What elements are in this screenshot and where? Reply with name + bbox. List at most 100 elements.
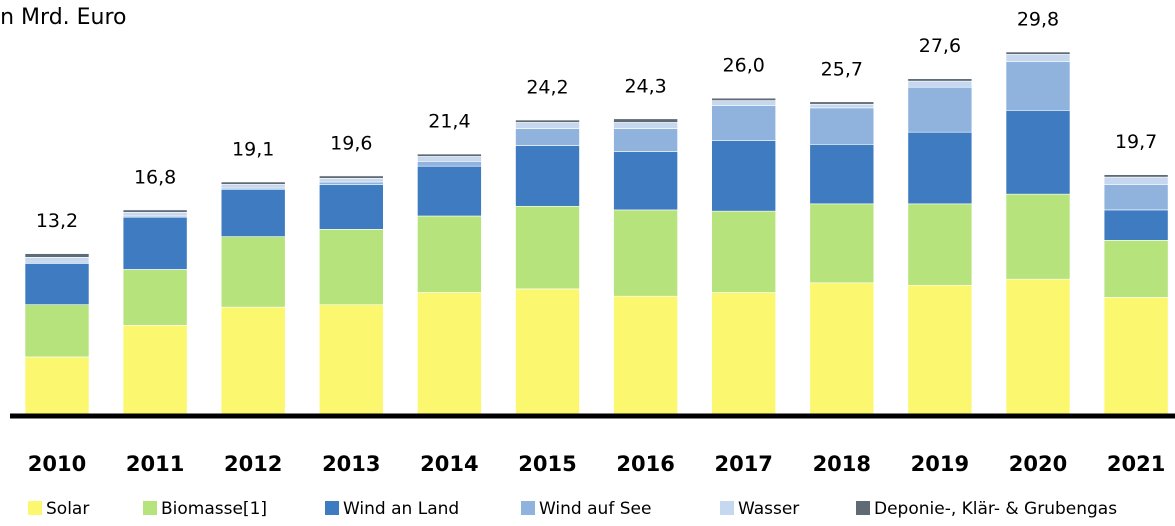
legend-swatch xyxy=(856,501,870,515)
bar-segment xyxy=(417,215,482,293)
total-label: 19,7 xyxy=(1115,131,1157,153)
bar-segment xyxy=(1103,184,1169,211)
total-label: 24,2 xyxy=(526,77,568,99)
bar-segment xyxy=(318,304,384,415)
bar-segment xyxy=(907,78,973,82)
bar-segment xyxy=(711,97,777,101)
bars: 13,2 2010 16,8 2011 19,1 2012 19,6 2013 21,4 2014… xyxy=(24,9,1169,476)
bar-segment xyxy=(220,181,286,185)
bar-segment xyxy=(907,284,973,415)
bar-segment xyxy=(24,256,90,263)
x-tick-label: 2012 xyxy=(224,452,282,476)
bar-segment xyxy=(515,205,580,290)
total-label: 16,8 xyxy=(134,166,176,188)
bar-segment xyxy=(1005,51,1071,55)
x-tick-label: 2013 xyxy=(322,452,380,476)
bar-segment xyxy=(220,306,286,415)
bar-segment xyxy=(417,165,482,217)
legend: Solar Biomasse[1] Wind an Land Wind auf See… xyxy=(28,499,1117,519)
legend-label: Wind auf See xyxy=(539,499,651,519)
bar-segment xyxy=(711,140,777,212)
x-tick-label: 2016 xyxy=(616,452,674,476)
bar-segment xyxy=(1005,278,1071,415)
x-tick-label: 2017 xyxy=(714,452,772,476)
bar-segment xyxy=(613,128,678,152)
bar-segment xyxy=(122,269,188,326)
bar-segment xyxy=(24,263,90,305)
bar-segment xyxy=(318,175,384,179)
total-label: 13,2 xyxy=(36,210,78,232)
bar-segment xyxy=(515,288,580,415)
bar-segment xyxy=(809,203,875,284)
legend-swatch xyxy=(325,501,339,515)
bar-segment xyxy=(711,100,777,106)
bar-segment xyxy=(613,209,678,297)
bar-segment xyxy=(1103,174,1169,178)
total-label: 26,0 xyxy=(723,55,765,77)
x-tick-label: 2020 xyxy=(1009,452,1067,476)
bar-segment xyxy=(711,210,777,293)
bar-segment xyxy=(711,105,777,141)
legend-swatch xyxy=(521,501,535,515)
bar-segment xyxy=(220,236,286,308)
bar-segment xyxy=(417,292,482,415)
bar-segment xyxy=(907,86,973,133)
total-label: 21,4 xyxy=(428,111,470,133)
bar-segment xyxy=(809,103,875,109)
total-label: 25,7 xyxy=(821,58,863,80)
legend-swatch xyxy=(28,501,42,515)
x-tick-label: 2014 xyxy=(420,452,478,476)
x-tick-label: 2019 xyxy=(911,452,969,476)
bar-segment xyxy=(24,304,90,358)
x-tick-label: 2018 xyxy=(813,452,871,476)
bar-segment xyxy=(907,203,973,286)
bar-segment xyxy=(220,184,286,189)
bar-segment xyxy=(809,101,875,105)
bar-segment xyxy=(809,282,875,415)
x-tick-label: 2021 xyxy=(1107,452,1165,476)
bar-segment xyxy=(1005,61,1071,111)
chart-title: in Mrd. Euro xyxy=(0,5,127,30)
bar-segment xyxy=(907,131,973,205)
total-label: 29,8 xyxy=(1017,9,1059,31)
legend-label: Wind an Land xyxy=(343,499,459,519)
bar-segment xyxy=(122,209,188,213)
bar-segment xyxy=(24,356,90,415)
bar-segment xyxy=(809,144,875,205)
bar-segment xyxy=(318,229,384,305)
legend-swatch xyxy=(720,501,734,515)
bar-segment xyxy=(1103,209,1169,241)
bar-segment xyxy=(122,212,188,217)
bar-segment xyxy=(515,128,580,146)
bar-segment xyxy=(318,181,384,185)
legend-label: Wasser xyxy=(738,499,799,519)
bar-segment xyxy=(809,107,875,145)
bar-segment xyxy=(417,153,482,157)
bar-segment xyxy=(515,119,580,123)
bar-segment xyxy=(417,156,482,162)
bar-segment xyxy=(318,184,384,230)
bar-segment xyxy=(613,295,678,415)
legend-label: Deponie-, Klär- & Grubengas xyxy=(874,499,1117,519)
bar-segment xyxy=(1103,297,1169,415)
bar-segment xyxy=(220,188,286,237)
x-tick-label: 2010 xyxy=(28,452,86,476)
bar-segment xyxy=(515,145,580,207)
total-label: 24,3 xyxy=(624,75,666,97)
legend-label: Biomasse[1] xyxy=(161,499,267,519)
bar-segment xyxy=(122,216,188,270)
bar-segment xyxy=(1005,110,1071,195)
bar-segment xyxy=(711,292,777,415)
bar-segment xyxy=(613,151,678,211)
total-label: 27,6 xyxy=(919,35,961,57)
legend-label: Solar xyxy=(46,499,89,519)
bar-segment xyxy=(1005,54,1071,63)
x-tick-label: 2015 xyxy=(518,452,576,476)
bar-segment xyxy=(1103,239,1169,298)
bar-segment xyxy=(417,161,482,167)
bar-segment xyxy=(1103,176,1169,185)
legend-swatch xyxy=(143,501,157,515)
bar-segment xyxy=(613,118,678,123)
total-label: 19,6 xyxy=(330,132,372,154)
